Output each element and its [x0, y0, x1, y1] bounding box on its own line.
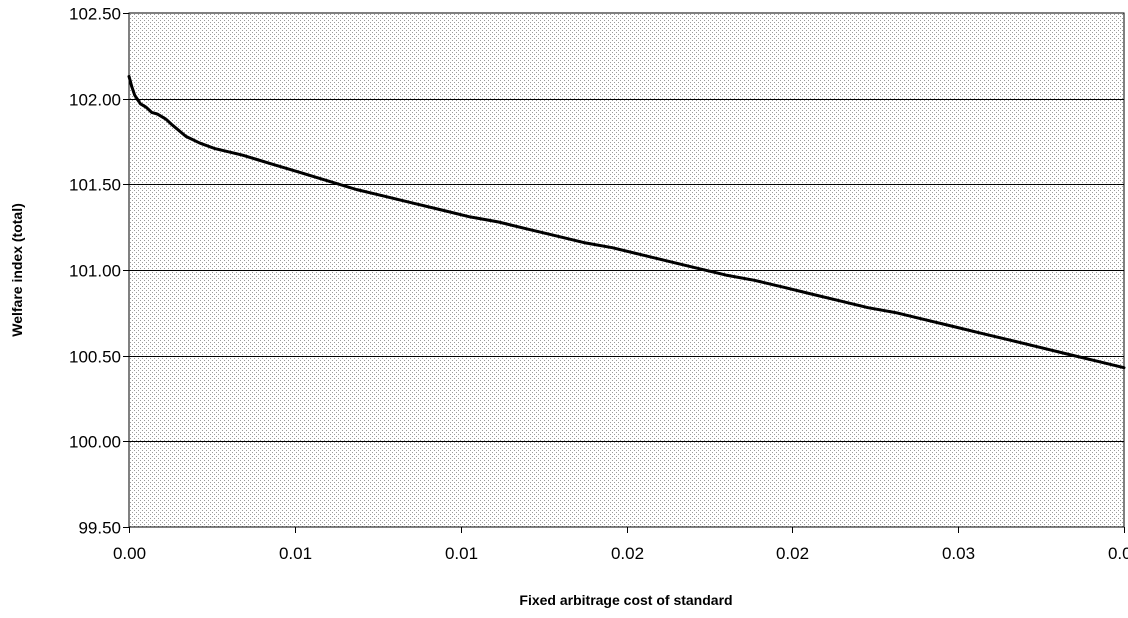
x-tick-label: 0.02 — [611, 544, 644, 563]
y-tick-label: 101.00 — [69, 262, 121, 281]
x-tick-label: 0.02 — [776, 544, 809, 563]
x-tick-label: 0.00 — [113, 544, 146, 563]
x-tick-label: 0.01 — [279, 544, 312, 563]
y-tick-label: 99.50 — [78, 519, 121, 538]
y-tick-label: 100.50 — [69, 348, 121, 367]
y-tick-label: 102.00 — [69, 91, 121, 110]
x-tick-label: 0.01 — [445, 544, 478, 563]
y-tick-label: 102.50 — [69, 5, 121, 24]
gridlines — [129, 99, 1124, 442]
y-tick-label: 101.50 — [69, 176, 121, 195]
tick-labels: 102.50 102.00 101.50 101.00 100.50 100.00 99.5… — [69, 5, 1128, 564]
axes — [123, 13, 1125, 533]
x-tick-label: 0.03 — [1108, 544, 1128, 563]
y-axis-title: Welfare index (total) — [9, 203, 25, 337]
series-layer — [127, 74, 1126, 370]
series-line — [127, 74, 1126, 370]
x-axis-title: Fixed arbitrage cost of standard — [519, 592, 732, 608]
x-tick-label: 0.03 — [942, 544, 975, 563]
y-tick-label: 100.00 — [69, 433, 121, 452]
